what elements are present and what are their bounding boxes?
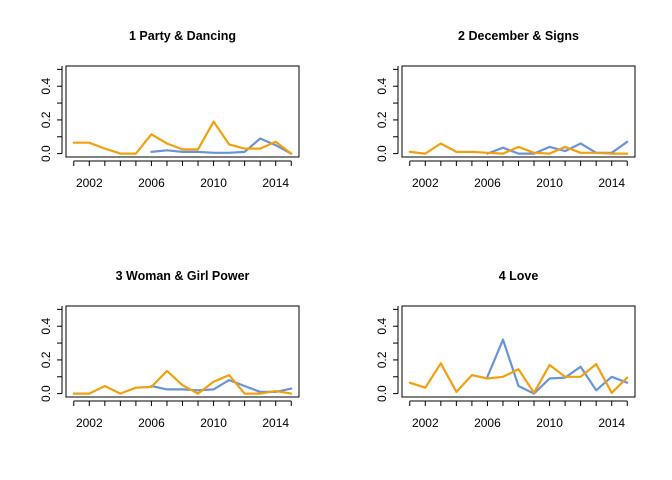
x-tick-label: 2014 xyxy=(262,416,289,430)
y-tick-label: 0.0 xyxy=(39,145,53,162)
x-tick-label: 2002 xyxy=(76,176,103,190)
series-line-2 xyxy=(408,142,629,155)
y-tick-label: 0.4 xyxy=(39,78,53,95)
chart-panel-3: 3 Woman & Girl Power 0.0 0.2 0.4 2002 2006 201… xyxy=(39,269,300,430)
x-tick-label: 2010 xyxy=(536,416,563,430)
series-line-2 xyxy=(72,369,293,395)
chart-title: 2 December & Signs xyxy=(458,29,579,43)
series-line-1 xyxy=(150,137,293,155)
plot-frame xyxy=(65,305,300,398)
x-tick-label: 2002 xyxy=(412,176,439,190)
x-tick-label: 2006 xyxy=(138,176,165,190)
chart-title: 4 Love xyxy=(499,269,539,283)
chart-panel-1: 1 Party & Dancing 0.0 0.2 0.4 2002 2006 2010 20… xyxy=(39,29,300,190)
x-tick-label: 2010 xyxy=(536,176,563,190)
x-tick-label: 2002 xyxy=(412,416,439,430)
plot-frame xyxy=(401,305,636,398)
y-tick-label: 0.4 xyxy=(375,318,389,335)
series-line-1 xyxy=(486,338,629,395)
plot-frame xyxy=(65,65,300,158)
x-tick-label: 2006 xyxy=(474,416,501,430)
series-line-1 xyxy=(150,379,293,393)
y-tick-label: 0.2 xyxy=(39,351,53,368)
y-tick-label: 0.0 xyxy=(39,385,53,402)
x-tick-label: 2006 xyxy=(474,176,501,190)
y-tick-label: 0.0 xyxy=(375,145,389,162)
x-tick-label: 2010 xyxy=(200,416,227,430)
chart-title: 3 Woman & Girl Power xyxy=(116,269,250,283)
chart-panel-2: 2 December & Signs 0.0 0.2 0.4 2002 2006 2010 2… xyxy=(375,29,636,190)
x-tick-label: 2002 xyxy=(76,416,103,430)
y-tick-label: 0.4 xyxy=(39,318,53,335)
y-tick-label: 0.2 xyxy=(39,111,53,128)
series-line-2 xyxy=(408,362,629,394)
x-tick-label: 2014 xyxy=(598,416,625,430)
x-tick-label: 2014 xyxy=(598,176,625,190)
chart-panel-4: 4 Love 0.0 0.2 0.4 2002 2006 2010 2014 xyxy=(375,269,636,430)
y-tick-label: 0.0 xyxy=(375,385,389,402)
y-tick-label: 0.2 xyxy=(375,111,389,128)
y-tick-label: 0.2 xyxy=(375,351,389,368)
plot-frame xyxy=(401,65,636,158)
x-tick-label: 2010 xyxy=(200,176,227,190)
x-tick-label: 2006 xyxy=(138,416,165,430)
series-line-2 xyxy=(72,120,293,155)
x-tick-label: 2014 xyxy=(262,176,289,190)
chart-title: 1 Party & Dancing xyxy=(129,29,236,43)
y-tick-label: 0.4 xyxy=(375,78,389,95)
